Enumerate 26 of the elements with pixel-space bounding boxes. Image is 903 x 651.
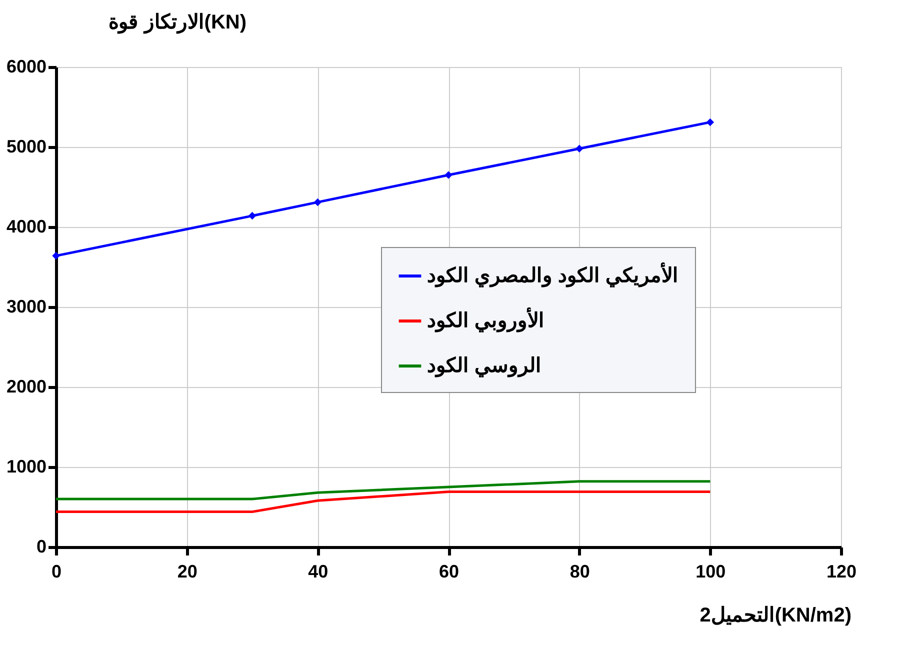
point (575, 144, 584, 152)
legend-label: الأمريكي الكود والمصري الكود (427, 262, 679, 288)
x-tick-label: 40 (308, 562, 328, 582)
line-series (54, 480, 712, 500)
x-axis-title: التحميل2(KN/m2) (700, 604, 852, 626)
y-tick-label: 4000 (6, 216, 46, 236)
point (248, 212, 256, 220)
x-tick-label: 100 (696, 562, 726, 582)
point (706, 118, 714, 126)
point (314, 198, 322, 206)
legend-label: الأوروبي الكود (427, 307, 545, 333)
y-tick-label: 0 (36, 536, 46, 556)
point (444, 171, 452, 179)
y-tick-label: 1000 (6, 456, 46, 476)
point (52, 252, 60, 260)
x-tick-label: 0 (51, 562, 62, 582)
y-tick-label: 5000 (6, 136, 46, 156)
y-tick-label: 2000 (6, 376, 46, 396)
x-tick-label: 60 (438, 562, 460, 582)
x-tick-label: 120 (826, 562, 857, 582)
x-tick-label: 20 (177, 562, 198, 582)
legend-label: الروسي الكود (427, 355, 542, 378)
y-tick-label: 3000 (6, 296, 46, 316)
y-axis-title: الارتكاز قوة(KN) (108, 12, 246, 34)
y-tick-label: 6000 (6, 56, 46, 76)
x-tick-label: 80 (570, 562, 590, 582)
